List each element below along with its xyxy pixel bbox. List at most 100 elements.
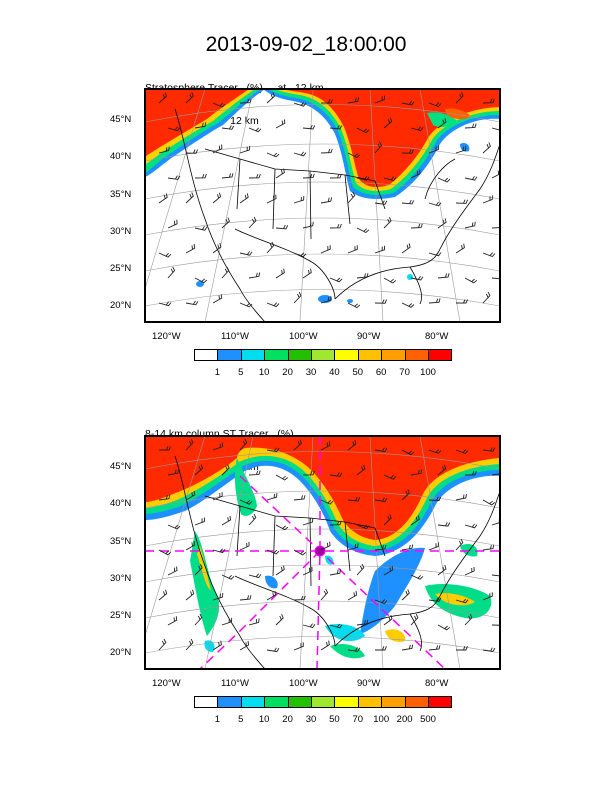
wind-barb — [167, 566, 178, 576]
colorbar-level-label: 50 — [352, 367, 364, 378]
wind-barb — [221, 217, 230, 229]
wind-barb — [248, 127, 262, 133]
wind-barb — [347, 496, 361, 502]
wind-barb — [437, 118, 447, 129]
wind-barb — [275, 614, 284, 626]
wind-barb — [455, 199, 469, 204]
wind-barb — [356, 176, 370, 181]
lon-label: 120°W — [152, 331, 181, 342]
wind-barb — [491, 518, 500, 526]
tracer-field-west — [145, 89, 265, 177]
wind-barb — [329, 520, 342, 526]
wind-barb — [185, 638, 194, 651]
wind-barb — [329, 223, 342, 229]
wind-barb — [185, 92, 194, 104]
lon-label: 80°W — [425, 678, 449, 689]
wind-barb — [320, 148, 333, 154]
wind-barb — [347, 191, 356, 204]
wind-barb — [455, 449, 469, 455]
wind-barb — [302, 623, 316, 629]
lat-label: 25°N — [110, 610, 132, 621]
wind-barb — [194, 613, 203, 626]
wind-barb — [491, 170, 500, 179]
colorbar-level-label: 30 — [305, 367, 317, 378]
wind-barb — [293, 151, 307, 157]
wind-barb — [491, 276, 500, 280]
colorbar-cell — [287, 696, 312, 708]
wind-barb — [482, 499, 496, 506]
wind-barb — [248, 272, 261, 279]
top-colorbar: 1 5 10 20 30 40 50 60 70 100 — [194, 349, 453, 383]
wind-barb — [239, 595, 252, 601]
wind-barbs — [158, 438, 500, 653]
colorbar-level-label: 1 — [214, 367, 221, 378]
wind-barb — [329, 472, 343, 477]
wind-barb — [266, 92, 275, 104]
wind-barb — [356, 524, 370, 530]
colorbar-level-label: 30 — [305, 714, 317, 725]
wind-barb — [464, 566, 475, 576]
wind-barb — [293, 195, 305, 204]
wind-barb — [167, 616, 178, 626]
wind-barb — [158, 446, 171, 451]
wind-barb — [167, 219, 178, 229]
wind-barb — [320, 541, 331, 551]
wind-barb — [356, 563, 365, 576]
colorbar-cell — [264, 696, 289, 708]
wind-barb — [356, 227, 370, 234]
wind-barb — [266, 194, 277, 204]
wind-barb — [374, 245, 386, 254]
wind-barb — [221, 125, 235, 130]
wind-barb — [194, 226, 208, 231]
page-title: 2013-09-02_18:00:00 — [205, 33, 407, 56]
lon-label: 110°W — [221, 678, 249, 689]
wind-barb — [482, 252, 496, 258]
bottom-map[interactable] — [144, 435, 501, 670]
top-map[interactable] — [144, 88, 501, 323]
wind-barb — [456, 646, 468, 651]
wind-barb — [266, 447, 280, 453]
wind-barb — [212, 242, 222, 254]
wind-barb — [320, 197, 333, 204]
colorbar-level-label: 200 — [396, 714, 413, 725]
wind-barb — [248, 173, 261, 179]
wind-barb — [221, 617, 233, 626]
wind-barb — [239, 193, 249, 204]
wind-barb — [401, 489, 410, 501]
wind-barb — [185, 491, 196, 501]
wind-barb — [275, 168, 285, 179]
wind-barb — [239, 499, 253, 505]
wind-barb — [221, 464, 230, 476]
wind-barb — [428, 542, 439, 551]
wind-barb — [374, 599, 388, 605]
wind-barb — [347, 543, 359, 551]
wind-barb — [275, 224, 289, 230]
wind-barb — [239, 438, 248, 451]
wind-barb — [491, 622, 500, 626]
wind-barb — [401, 149, 414, 154]
bottom-lat-axis: 45°N 40°N 35°N 30°N 25°N 20°N — [110, 435, 144, 668]
lon-label: 90°W — [357, 678, 381, 689]
wind-barb — [383, 277, 397, 284]
wind-barb — [239, 640, 250, 651]
colorbar-cell — [357, 696, 383, 708]
wind-barb — [275, 524, 289, 531]
wind-barb — [248, 573, 262, 579]
wind-barb — [302, 517, 314, 526]
colorbar-cell — [194, 349, 219, 361]
wind-barb — [185, 439, 194, 451]
colorbar-cell — [287, 349, 312, 361]
site-marker[interactable] — [314, 545, 326, 557]
wind-barb — [248, 513, 257, 526]
wind-barb — [428, 102, 442, 108]
wind-barb — [212, 492, 223, 501]
wind-barb — [383, 217, 392, 229]
wind-barb — [266, 549, 280, 555]
colorbar-level-label: 500 — [420, 714, 436, 725]
colorbar-level-label: 20 — [282, 714, 293, 725]
wind-barb — [212, 294, 223, 304]
colorbar-level-label: 1 — [214, 714, 221, 725]
wind-barb — [212, 442, 224, 451]
bottom-title-line1: 8-14 km column ST Tracer (%) — [145, 428, 294, 440]
wind-barb — [464, 471, 477, 476]
